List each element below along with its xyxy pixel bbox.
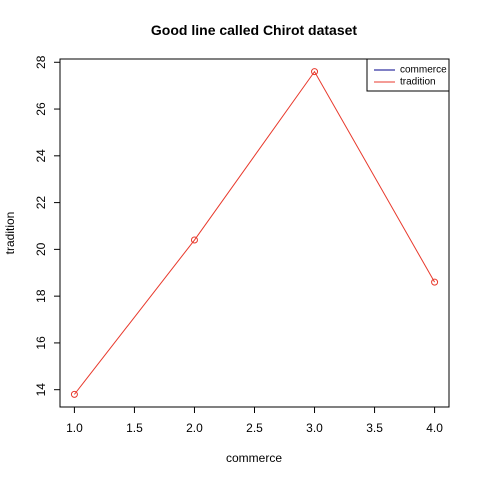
data-point: [190, 236, 198, 244]
x-tick-label: 3.5: [366, 421, 383, 435]
chart-title: Good line called Chirot dataset: [151, 22, 357, 38]
y-tick-label: 28: [34, 55, 48, 69]
data-point: [431, 278, 439, 286]
x-tick-label: 2.5: [246, 421, 263, 435]
y-tick-label: 16: [34, 336, 48, 350]
y-tick-label: 20: [34, 242, 48, 256]
legend-label: commerce: [400, 65, 447, 76]
series-line-tradition: [74, 70, 436, 395]
data-point: [70, 390, 78, 398]
y-tick-label: 14: [34, 383, 48, 397]
legend-label: tradition: [400, 77, 436, 88]
y-tick-label: 22: [34, 196, 48, 210]
series-layer: [70, 68, 439, 398]
x-tick-label: 1.5: [126, 421, 143, 435]
data-point: [311, 68, 319, 76]
x-tick-label: 4.0: [426, 421, 443, 435]
y-tick-label: 18: [34, 289, 48, 303]
x-axis: 1.0 1.5 2.0 2.5 3.0 3.5 4.0: [66, 406, 443, 435]
y-axis-label: tradition: [3, 212, 17, 255]
x-axis-label: commerce: [226, 451, 282, 465]
y-tick-label: 26: [34, 102, 48, 116]
x-tick-label: 3.0: [306, 421, 323, 435]
x-tick-label: 2.0: [186, 421, 203, 435]
legend-box: [366, 58, 450, 92]
x-tick-label: 1.0: [66, 421, 83, 435]
y-tick-label: 24: [34, 149, 48, 163]
y-axis: 14 16 18 20 22 24 26 28: [34, 55, 61, 397]
